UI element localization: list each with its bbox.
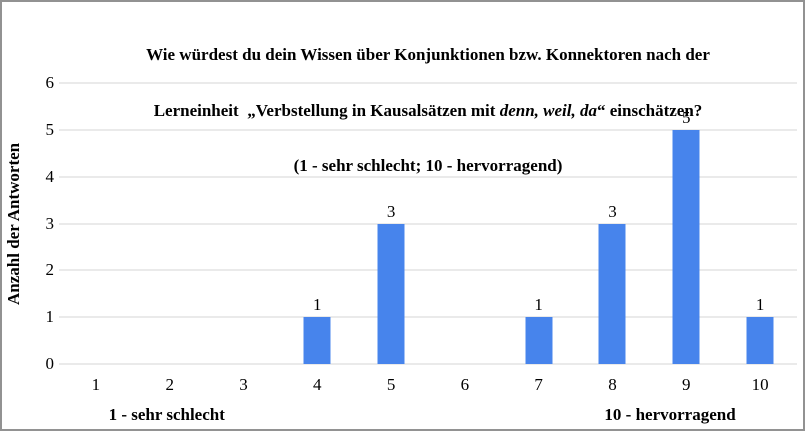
bar-slot-4: 1 bbox=[280, 83, 354, 364]
bar-slot-2 bbox=[133, 83, 207, 364]
gridline-y5: 5 bbox=[46, 121, 797, 138]
x-axis-tick-label-1: 1 bbox=[91, 375, 101, 394]
y-axis-tick-label: 6 bbox=[45, 73, 55, 92]
x-axis-tick-label-3: 3 bbox=[239, 375, 248, 394]
gridline-y4: 4 bbox=[46, 168, 797, 185]
x-axis-label-right: 10 - hervorragend bbox=[604, 405, 736, 424]
y-axis-tick-label: 0 bbox=[45, 354, 55, 373]
x-axis-tick-label-8: 8 bbox=[608, 375, 617, 394]
bar-9 bbox=[672, 129, 700, 364]
chart-title-line2-prefix: Lerneinheit „Verbstellung in Kausalsätze… bbox=[153, 100, 500, 120]
chart-title-line2: Lerneinheit „Verbstellung in Kausalsätze… bbox=[59, 100, 797, 121]
gridline-y3: 3 bbox=[46, 215, 797, 232]
bar-slot-5: 3 bbox=[354, 83, 428, 364]
bar-slot-8: 3 bbox=[576, 83, 650, 364]
bar-5 bbox=[377, 223, 405, 364]
y-axis-tick-label: 5 bbox=[45, 119, 55, 139]
x-axis-tick-label-2: 2 bbox=[165, 375, 174, 394]
bar-8 bbox=[598, 223, 626, 364]
plot-area: 0 1 2 3 4 5 6 1 3 1 3 5 1 bbox=[46, 74, 797, 372]
x-axis-tick-label-5: 5 bbox=[386, 375, 396, 394]
x-axis-tick-label-10: 10 bbox=[751, 375, 769, 394]
bar-slot-1 bbox=[59, 83, 133, 364]
chart-title-line3: (1 - sehr schlecht; 10 - hervorragend) bbox=[293, 156, 563, 175]
chart-title-line1: Wie würdest du dein Wissen über Konjunkt… bbox=[146, 45, 710, 64]
bar-slot-6 bbox=[428, 83, 502, 364]
bar-value-label-5: 3 bbox=[386, 201, 396, 221]
bar-value-label-9: 5 bbox=[682, 107, 691, 127]
y-axis-tick-label: 4 bbox=[45, 166, 55, 186]
bar-slot-9: 5 bbox=[649, 83, 723, 364]
y-axis-tick-label: 3 bbox=[45, 213, 55, 233]
chart-title-line2-suffix: “ einschätzen? bbox=[597, 100, 703, 120]
y-axis-tick-label: 1 bbox=[45, 307, 55, 327]
x-axis-endlabels: 1 - sehr schlecht 10 - hervorragend bbox=[59, 405, 797, 425]
x-axis-ticks: 1 2 3 4 5 6 7 8 9 10 bbox=[59, 375, 797, 394]
bars: 1 3 1 3 5 1 bbox=[59, 83, 797, 364]
gridline-y2: 2 bbox=[46, 261, 797, 278]
bar-value-label-4: 1 bbox=[313, 295, 322, 315]
x-axis-tick-label-4: 4 bbox=[313, 375, 322, 394]
gridline-y1: 1 bbox=[46, 308, 797, 325]
chart-title: Wie würdest du dein Wissen über Konjunkt… bbox=[59, 9, 797, 213]
x-axis-tick-label-6: 6 bbox=[460, 375, 470, 394]
gridline-y0: 0 bbox=[46, 355, 797, 372]
bar-10 bbox=[746, 317, 774, 364]
bar-value-label-7: 1 bbox=[534, 295, 543, 315]
x-axis-label-left: 1 - sehr schlecht bbox=[108, 405, 225, 424]
x-axis-tick-label-9: 9 bbox=[682, 375, 691, 394]
chart-title-line2-italic: denn, weil, da bbox=[499, 100, 597, 120]
bar-slot-3 bbox=[207, 83, 281, 364]
y-axis-title: Anzahl der Antworten bbox=[4, 142, 23, 305]
bar-slot-10: 1 bbox=[723, 83, 797, 364]
bar-value-label-10: 1 bbox=[755, 295, 765, 315]
bar-4 bbox=[303, 317, 331, 364]
bar-value-label-8: 3 bbox=[608, 201, 617, 221]
gridline-y6: 6 bbox=[46, 74, 797, 91]
bar-7 bbox=[525, 317, 553, 364]
y-axis-tick-label: 2 bbox=[45, 260, 55, 280]
bar-slot-7: 1 bbox=[502, 83, 576, 364]
x-axis-tick-label-7: 7 bbox=[534, 375, 543, 394]
